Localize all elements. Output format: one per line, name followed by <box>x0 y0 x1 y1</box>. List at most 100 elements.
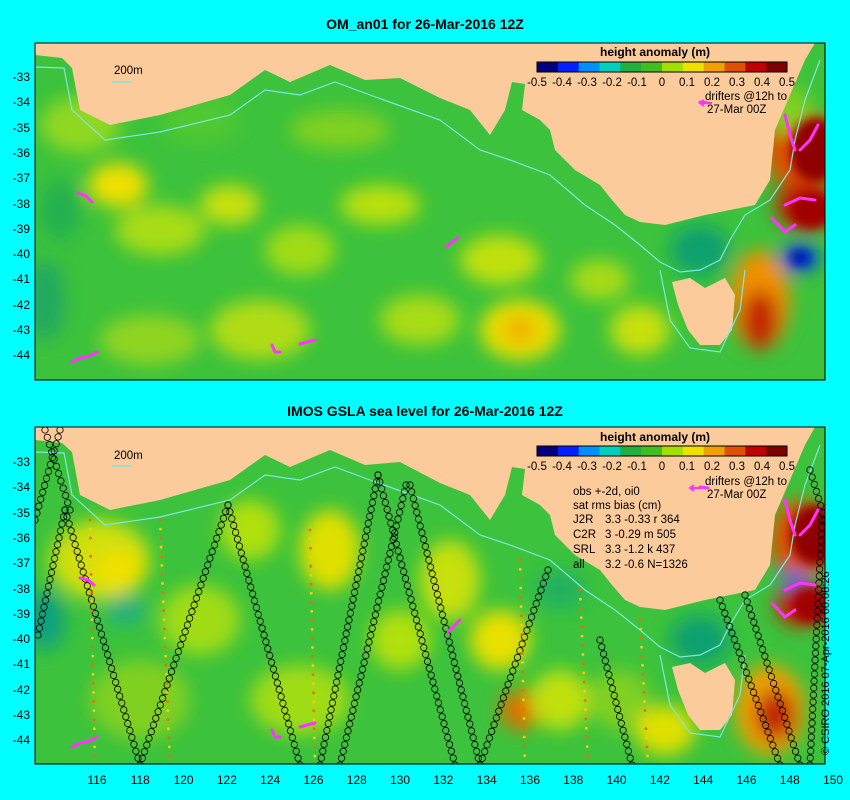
observation-dot <box>163 636 167 640</box>
lon-label: 150 <box>823 773 844 787</box>
track-observation-circle <box>370 617 378 626</box>
track-observation-circle <box>763 659 771 667</box>
track-observation-circle <box>69 533 77 542</box>
observation-dot <box>580 634 584 638</box>
top-map-panel <box>35 43 825 380</box>
observation-dot <box>580 625 584 629</box>
track-observation-circle <box>624 747 633 755</box>
track-observation-circle <box>385 512 393 521</box>
track-observation-circle <box>769 679 778 688</box>
track-observation-circle <box>381 570 389 578</box>
colorbar-tick-label: 0.3 <box>729 77 745 89</box>
top-tasmania-land <box>672 278 735 345</box>
colorbar-tick-label: -0.5 <box>527 77 547 89</box>
observation-dot <box>163 645 167 649</box>
track-observation-circle <box>476 761 484 764</box>
track-observation-circle <box>737 655 746 664</box>
track-observation-circle <box>425 556 433 564</box>
observation-dot <box>164 663 168 667</box>
track-observation-circle <box>814 494 823 503</box>
track-observation-circle <box>444 733 452 742</box>
track-observation-circle <box>320 740 328 748</box>
observation-dot <box>161 591 165 594</box>
bottom-isobath-label: 200m <box>114 450 143 462</box>
top-isobath-200m <box>35 59 821 273</box>
track-observation-circle <box>466 720 474 728</box>
observation-dot <box>159 545 163 549</box>
track-observation-circle <box>159 694 167 702</box>
track-observation-circle <box>170 661 178 669</box>
observation-dot <box>158 518 162 522</box>
track-observation-circle <box>376 590 384 598</box>
colorbar-tick-label: 0 <box>659 461 665 473</box>
track-observation-circle <box>721 609 729 617</box>
track-observation-circle <box>73 547 81 556</box>
track-observation-circle <box>409 602 417 610</box>
track-observation-circle <box>40 603 48 611</box>
track-observation-circle <box>759 715 767 723</box>
track-observation-circle <box>328 699 336 707</box>
track-observation-circle <box>607 678 615 686</box>
track-observation-circle <box>362 652 370 660</box>
track-observation-circle <box>435 597 443 605</box>
lon-label: 140 <box>606 773 627 787</box>
track-observation-circle <box>813 621 821 629</box>
top-colorbar-title: height anomaly (m) <box>600 45 711 59</box>
track-observation-circle <box>520 633 529 641</box>
track-observation-circle <box>440 617 448 626</box>
track-observation-circle <box>440 719 448 728</box>
track-observation-circle <box>336 761 344 764</box>
track-observation-circle <box>266 651 274 660</box>
track-observation-circle <box>516 647 524 655</box>
track-observation-circle <box>65 520 73 528</box>
track-observation-circle <box>226 508 234 516</box>
track-observation-circle <box>537 586 545 594</box>
observation-dot <box>313 736 316 740</box>
track-observation-circle <box>811 663 819 671</box>
track-observation-circle <box>409 495 417 503</box>
track-observation-circle <box>124 719 132 728</box>
track-observation-circle <box>52 462 61 470</box>
track-observation-circle <box>331 685 339 693</box>
track-observation-circle <box>338 650 346 659</box>
track-observation-circle <box>215 528 223 536</box>
track-observation-circle <box>373 604 381 612</box>
track-observation-circle <box>451 761 459 764</box>
track-observation-circle <box>807 740 815 748</box>
colorbar-tick-label: 0.4 <box>754 77 771 89</box>
track-observation-circle <box>490 721 498 729</box>
track-observation-circle <box>374 597 383 605</box>
track-observation-circle <box>347 713 355 721</box>
top-drifters-date: 27-Mar 00Z <box>707 104 767 116</box>
observation-dot <box>165 691 169 694</box>
track-observation-circle <box>394 515 402 523</box>
track-observation-circle <box>321 733 330 742</box>
track-observation-circle <box>235 542 243 550</box>
track-observation-circle <box>445 740 454 748</box>
track-observation-circle <box>379 492 388 500</box>
track-observation-circle <box>335 664 343 672</box>
track-observation-circle <box>355 679 363 687</box>
track-observation-circle <box>376 478 384 486</box>
colorbar-swatch <box>599 446 621 456</box>
track-observation-circle <box>758 645 767 654</box>
track-observation-circle <box>104 651 112 659</box>
lon-label: 126 <box>303 773 324 787</box>
track-observation-circle <box>767 672 776 681</box>
bottom-drifters-label: drifters @12h to <box>705 476 787 488</box>
track-observation-circle <box>357 672 365 680</box>
observation-dot <box>90 591 93 594</box>
lon-label: 138 <box>563 773 584 787</box>
observation-dot <box>585 745 589 748</box>
observation-dot <box>523 754 527 758</box>
track-observation-circle <box>358 665 367 674</box>
colorbar-tick-label: 0.3 <box>729 461 745 473</box>
track-observation-circle <box>434 699 443 707</box>
track-observation-circle <box>778 706 787 715</box>
observation-dot <box>523 745 526 748</box>
track-observation-circle <box>343 623 352 631</box>
track-observation-circle <box>431 685 439 693</box>
track-observation-circle <box>389 526 397 534</box>
track-observation-circle <box>112 678 120 686</box>
